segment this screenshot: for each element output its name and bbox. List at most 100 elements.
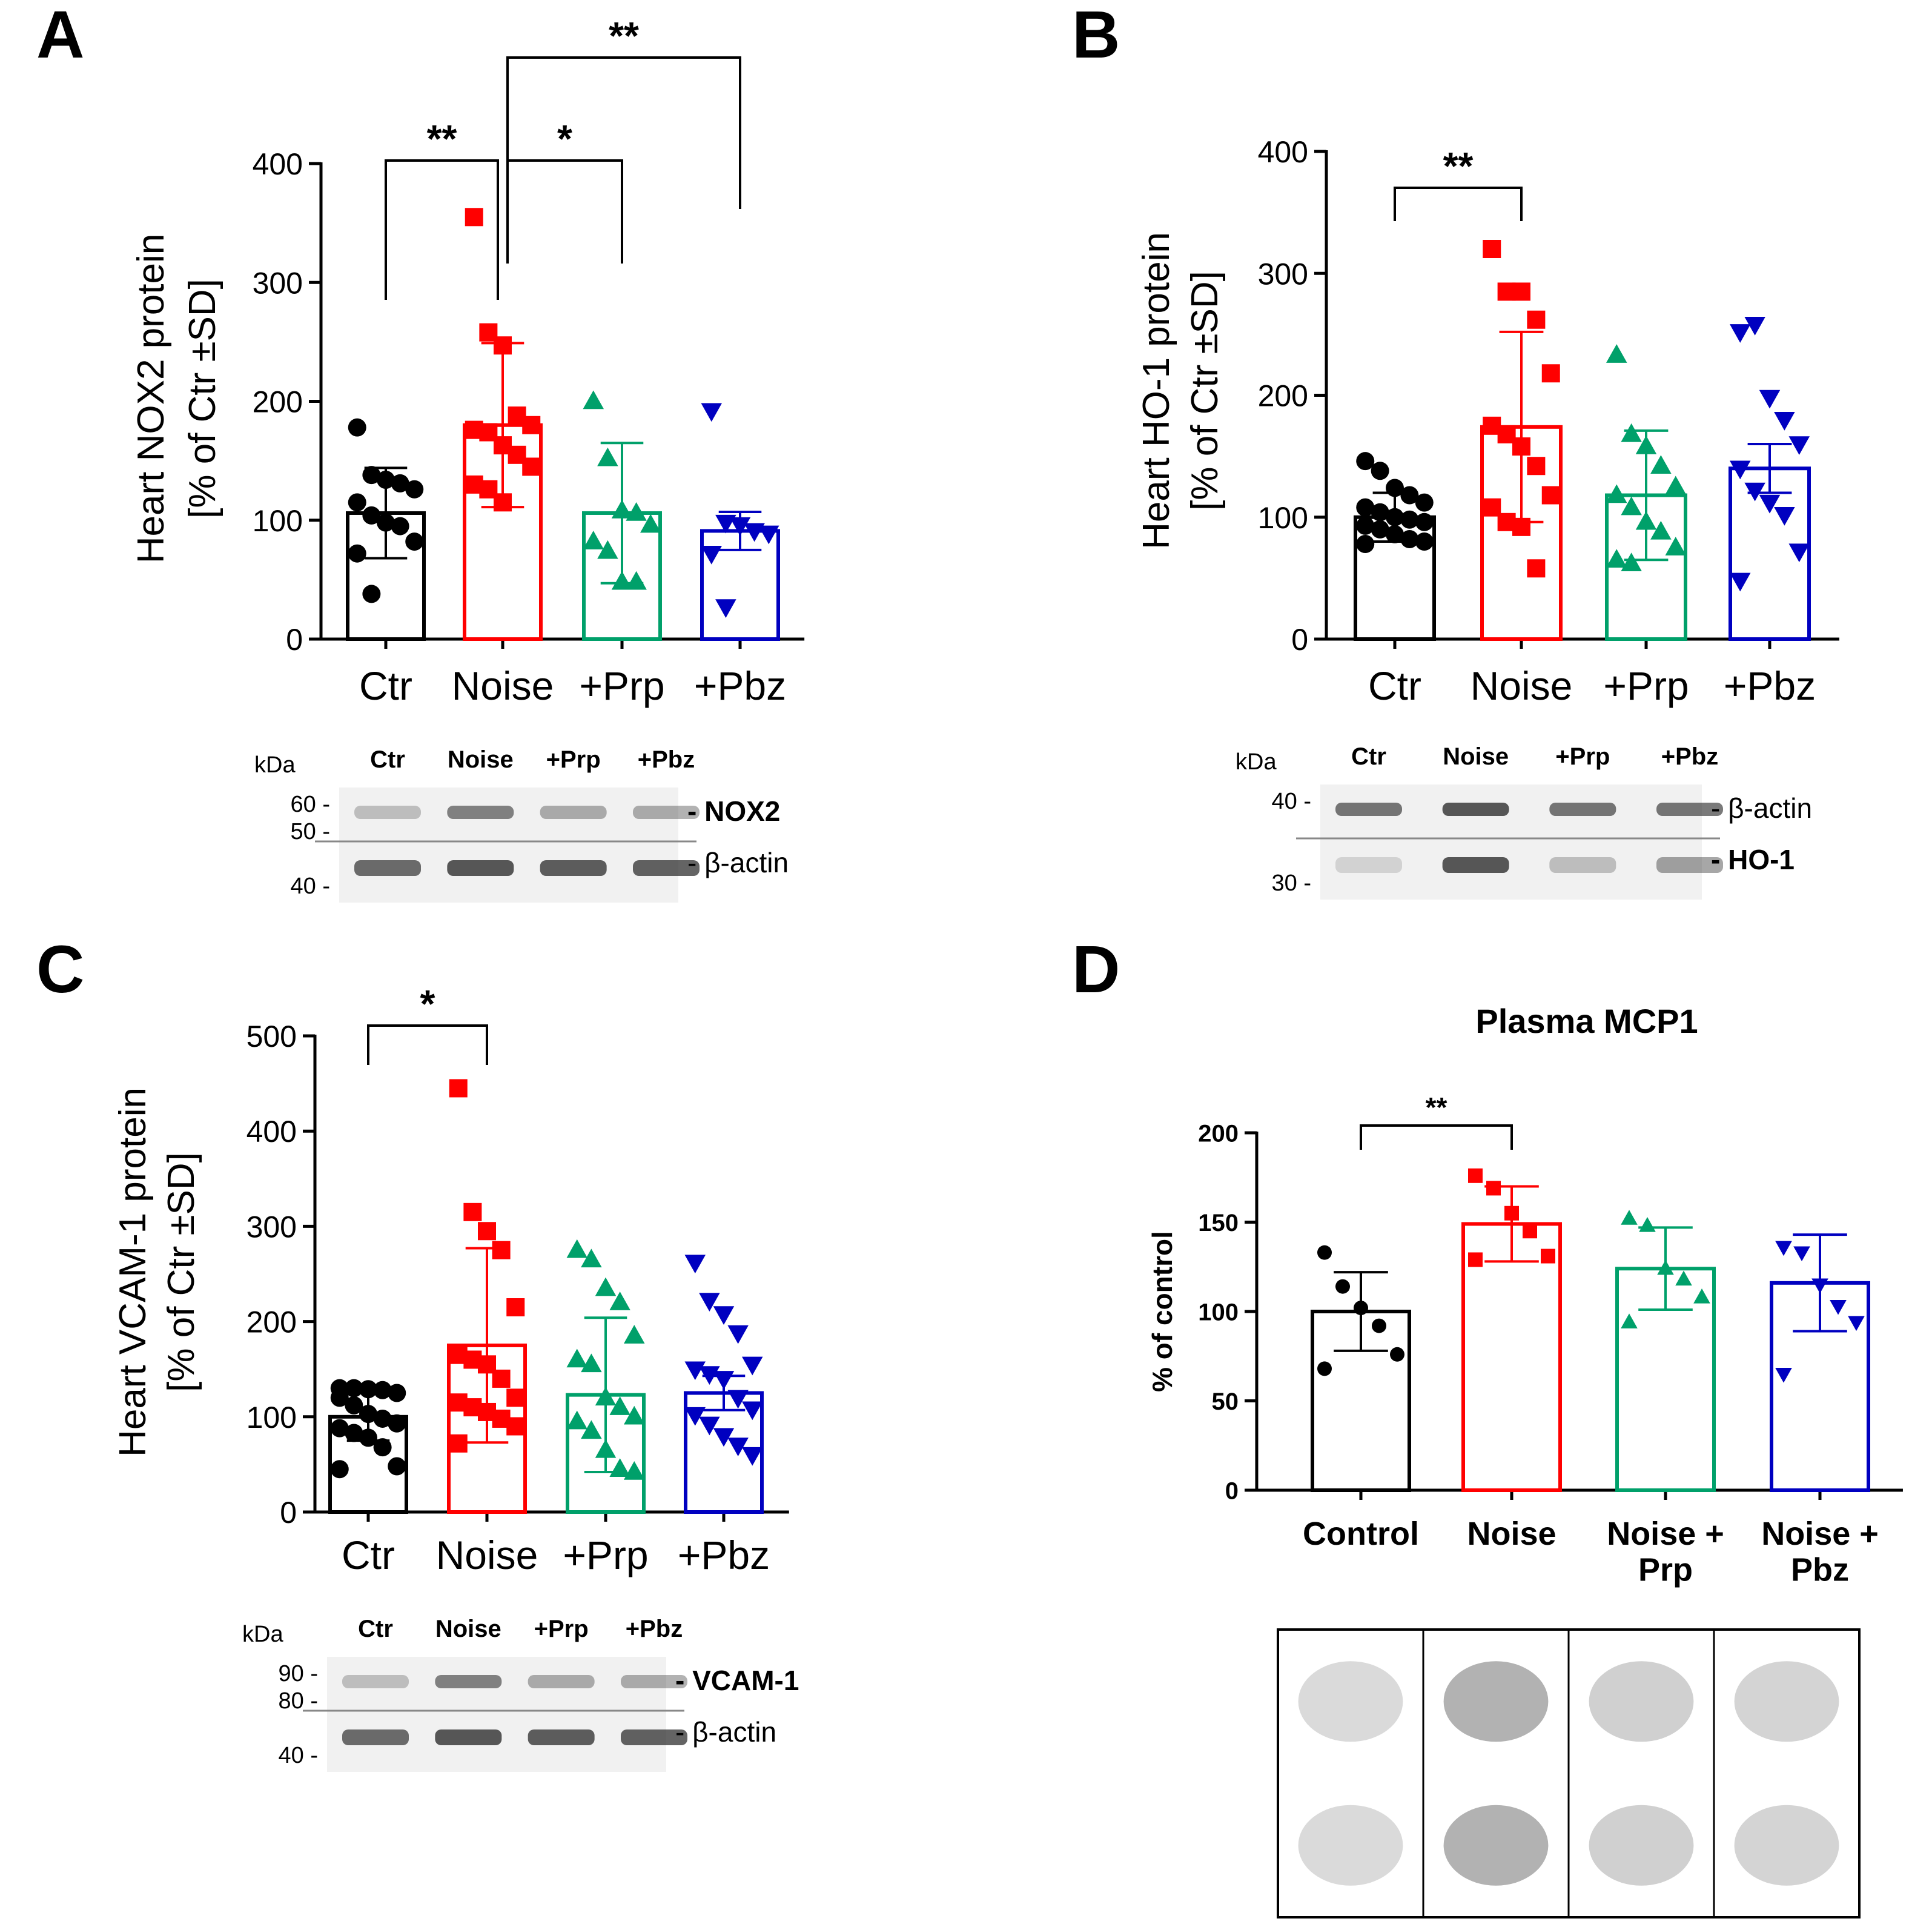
data-point (684, 1255, 706, 1274)
data-point (742, 1447, 763, 1466)
data-point (1730, 324, 1751, 343)
data-point (1693, 1288, 1710, 1304)
data-point (715, 599, 736, 618)
data-point (1356, 498, 1375, 517)
data-point (330, 1460, 349, 1479)
kda-marker: 50 - (291, 819, 330, 844)
data-point (727, 1325, 749, 1344)
data-point (611, 571, 633, 590)
data-point (597, 540, 618, 559)
data-point (362, 585, 381, 603)
data-point (359, 1380, 377, 1399)
category-label: Prp (1638, 1551, 1693, 1588)
blot-band (528, 1729, 595, 1745)
data-point (506, 1417, 525, 1436)
data-point (1639, 1217, 1656, 1232)
significance-bracket (506, 56, 741, 209)
data-point (701, 403, 722, 422)
data-point (566, 1348, 587, 1368)
data-point (742, 1401, 763, 1421)
data-point (1774, 506, 1795, 526)
data-point (463, 1202, 482, 1221)
data-point (494, 493, 512, 512)
blot-lane-label: +Pbz (626, 1616, 683, 1642)
data-point (1759, 494, 1781, 514)
y-axis-label: Heart VCAM-1 protein (112, 1087, 154, 1457)
data-point (1415, 493, 1434, 512)
category-label: +Prp (563, 1533, 648, 1577)
data-point (405, 480, 424, 499)
data-point (1759, 390, 1781, 409)
y-axis-label: Heart HO-1 protein (1136, 232, 1177, 549)
data-point (1386, 525, 1404, 543)
blot-lane-label: Noise (1443, 743, 1509, 770)
panel-label: C (36, 932, 84, 1007)
significance-bracket (1360, 1124, 1513, 1150)
category-label: +Pbz (678, 1533, 770, 1577)
y-axis-label: [% of Ctr ±SD] (1184, 271, 1226, 511)
panel-d: D Plasma MCP1 0 50 100 150 200 % of control Cont… (1072, 932, 1903, 1918)
data-point (1335, 1279, 1350, 1294)
data-point (362, 506, 381, 525)
data-point (1372, 1318, 1386, 1333)
blot-band (435, 1729, 502, 1745)
panel-label: D (1072, 932, 1120, 1007)
significance-label: * (420, 982, 435, 1026)
data-point (345, 1396, 363, 1414)
significance-bracket (385, 159, 499, 300)
data-point (492, 1369, 511, 1388)
data-point (581, 1353, 602, 1373)
y-axis-label: [% of Ctr ±SD] (160, 1152, 202, 1392)
data-point (1486, 1181, 1501, 1196)
data-point (566, 1239, 587, 1258)
data-point (1793, 1246, 1810, 1262)
data-point (1483, 240, 1501, 258)
blot-lane-label: +Pbz (1661, 743, 1718, 770)
data-point (1356, 516, 1375, 535)
y-tick-label: 0 (280, 1496, 297, 1530)
data-point (1811, 1278, 1828, 1294)
y-axis-label: Heart NOX2 protein (130, 234, 172, 563)
data-point (611, 500, 633, 519)
significance-label: * (557, 117, 572, 161)
data-point (359, 1428, 377, 1447)
data-point (478, 1222, 496, 1241)
blot-target-label: - β-actin (1711, 792, 1812, 824)
western-blot: kDa Ctr Noise +Prp +Pbz 90 -80 - 40 - - VCAM-1 -… (242, 1616, 799, 1772)
significance-bracket (1394, 187, 1523, 221)
y-tick-label: 200 (1198, 1120, 1239, 1147)
data-point (684, 1361, 706, 1381)
data-point (1775, 1368, 1792, 1383)
significance-label: ** (609, 14, 639, 58)
data-point (1621, 496, 1642, 516)
data-point (465, 208, 483, 227)
data-point (1415, 512, 1434, 531)
category-label: Ctr (1368, 663, 1421, 708)
data-point (624, 1461, 645, 1480)
kda-marker: 40 - (279, 1743, 318, 1768)
data-point (494, 336, 512, 355)
data-point (583, 390, 604, 410)
data-point (522, 416, 541, 434)
blot-membrane (1320, 842, 1702, 900)
blot-band (342, 1729, 409, 1745)
panel-c: C 0 100 200 300 400 500 Heart VCAM-1 protein [% … (36, 932, 799, 1772)
data-point (373, 1438, 392, 1457)
blot-band (528, 1675, 595, 1688)
data-point (1468, 1168, 1483, 1183)
data-point (362, 466, 381, 485)
blot-target-label: - NOX2 (687, 795, 780, 827)
data-point (388, 1414, 406, 1433)
y-tick-label: 300 (246, 1210, 297, 1244)
data-point (1788, 436, 1810, 455)
data-point (1541, 1249, 1555, 1264)
data-point (581, 1420, 602, 1439)
data-point (391, 517, 409, 536)
data-point (1744, 317, 1765, 336)
data-point (345, 1424, 363, 1442)
data-point (727, 1438, 749, 1456)
significance-label: ** (1426, 1092, 1447, 1123)
blot-band (1656, 857, 1723, 873)
dot-blot-spot (1589, 1661, 1694, 1742)
